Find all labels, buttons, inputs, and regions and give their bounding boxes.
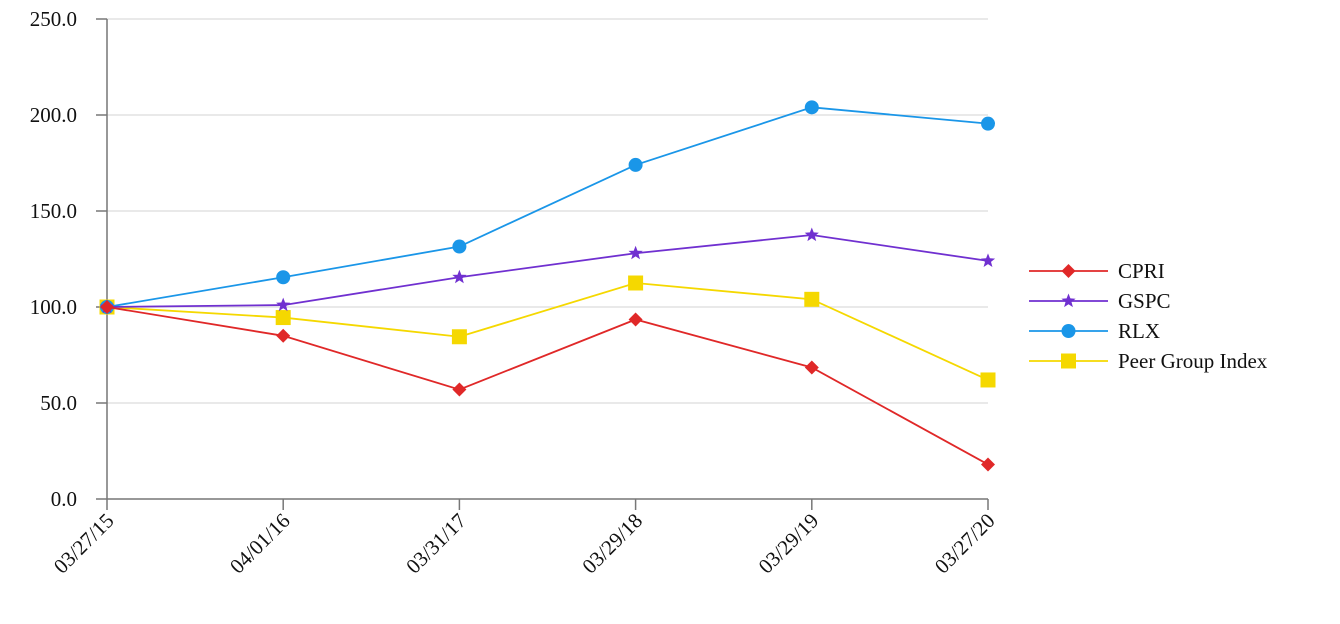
y-tick-label: 200.0 (30, 103, 77, 127)
y-tick-label: 150.0 (30, 199, 77, 223)
x-tick-label: 03/29/18 (577, 509, 647, 579)
legend-item: Peer Group Index (1029, 349, 1268, 373)
legend-label: GSPC (1118, 289, 1171, 313)
y-tick-label: 50.0 (40, 391, 77, 415)
axes (96, 18, 989, 510)
data-point (980, 253, 996, 267)
x-tick-label: 03/29/19 (754, 509, 824, 579)
legend-marker (1061, 293, 1076, 308)
legend-label: CPRI (1118, 259, 1165, 283)
series-rlx (100, 100, 995, 314)
data-point (276, 297, 291, 312)
x-tick-label: 03/27/15 (49, 509, 119, 579)
data-point (981, 116, 995, 131)
data-point (628, 245, 643, 260)
x-tick-labels: 03/27/15 04/01/16 03/31/17 03/29/18 03/29/19… (49, 509, 1000, 579)
y-tick-labels: 0.0 50.0 100.0 150.0 200.0 250.0 (30, 7, 77, 511)
data-point (628, 275, 644, 291)
series-gspc (99, 227, 996, 314)
y-tick-label: 250.0 (30, 7, 77, 31)
data-point (100, 300, 114, 314)
legend: CPRI GSPC RLX Peer Group Index (1029, 259, 1268, 373)
y-tick-label: 100.0 (30, 295, 77, 319)
legend-marker (1061, 264, 1076, 278)
data-point (980, 372, 996, 388)
series-line (106, 306, 989, 466)
data-point (276, 270, 291, 285)
series-line (106, 282, 989, 381)
data-point (452, 239, 467, 254)
data-point (804, 291, 820, 307)
data-point (804, 227, 819, 242)
data-point (275, 310, 291, 326)
legend-marker (1061, 324, 1076, 338)
data-point (628, 157, 643, 172)
series (99, 100, 996, 472)
legend-item: GSPC (1029, 289, 1171, 313)
x-tick-label: 04/01/16 (225, 509, 295, 579)
data-point (981, 457, 995, 472)
data-point (452, 382, 467, 397)
data-point (804, 360, 819, 375)
y-tick-label: 0.0 (51, 487, 77, 511)
x-tick-label: 03/27/20 (930, 509, 1000, 579)
data-point (451, 329, 467, 345)
series-line (106, 106, 989, 308)
legend-label: RLX (1118, 319, 1160, 343)
series-line (106, 234, 989, 308)
data-point (452, 269, 467, 284)
x-tick-label: 03/31/17 (401, 509, 471, 579)
series-peer-group-index (99, 275, 996, 388)
gridlines (107, 18, 988, 404)
data-point (804, 100, 819, 115)
legend-item: RLX (1029, 319, 1160, 343)
legend-item: CPRI (1029, 259, 1165, 283)
data-point (628, 312, 643, 327)
data-point (276, 328, 291, 343)
legend-label: Peer Group Index (1118, 349, 1268, 373)
series-cpri (100, 300, 995, 472)
legend-marker (1061, 353, 1076, 369)
